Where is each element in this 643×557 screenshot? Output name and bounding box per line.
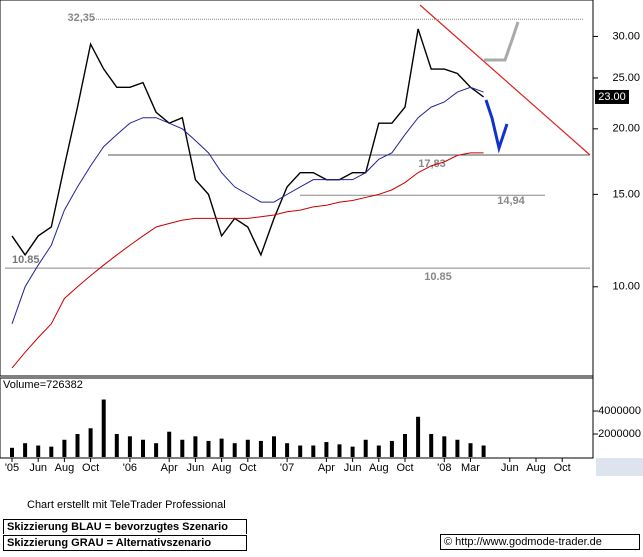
- volume-bar: [350, 446, 355, 457]
- volume-bar: [180, 439, 185, 457]
- x-tick-label: Mar: [461, 462, 480, 474]
- x-tick-label: Oct: [239, 462, 256, 474]
- volume-bar: [468, 443, 473, 457]
- x-tick-label: Oct: [82, 462, 99, 474]
- volume-bar: [49, 446, 54, 457]
- volume-bar: [193, 436, 198, 457]
- blue-scenario-arrow: [484, 99, 509, 154]
- price-frame: [0, 0, 594, 377]
- volume-bar: [62, 439, 67, 457]
- credit: Chart erstellt mit TeleTrader Profession…: [27, 499, 226, 511]
- volume-bar: [337, 444, 342, 457]
- x-tick-label: '06: [123, 462, 137, 474]
- x-tick-label: '08: [437, 462, 451, 474]
- x-tick-label: Jun: [501, 462, 519, 474]
- copyright[interactable]: © http://www.godmode-trader.de: [440, 534, 640, 550]
- volume-bar: [10, 447, 14, 457]
- volume-bar: [376, 445, 381, 457]
- corner-button[interactable]: [596, 458, 643, 476]
- x-tick-label: Jun: [29, 462, 47, 474]
- level-label: 32,35: [67, 12, 95, 24]
- x-tick-label: '05: [5, 462, 19, 474]
- grey-scenario-arrow: [484, 21, 520, 62]
- y-tick-label: 20.00: [612, 123, 640, 135]
- x-tick-label: Oct: [554, 462, 571, 474]
- level-label: 17,83: [418, 158, 446, 170]
- volume-bar: [75, 434, 80, 457]
- volume-bar: [141, 439, 145, 457]
- volume-title: Volume=726382: [3, 379, 83, 391]
- volume-bar: [455, 439, 460, 457]
- volume-bar: [389, 440, 394, 457]
- x-tick-label: Aug: [369, 462, 389, 474]
- volume-bar: [114, 434, 119, 457]
- volume-bar: [101, 399, 106, 457]
- level-label: 14,94: [497, 195, 525, 207]
- volume-bar: [206, 440, 211, 457]
- volume-frame: [0, 377, 594, 459]
- volume-bar: [258, 440, 263, 457]
- volume-bar: [416, 416, 421, 457]
- price-tag: [595, 89, 629, 104]
- legend-grey: Skizzierung GRAU = Alternativszenario: [3, 535, 247, 551]
- trend-line: [419, 4, 591, 156]
- volume-bar: [363, 439, 368, 457]
- volume-bar: [127, 436, 132, 457]
- volume-bar: [88, 428, 93, 457]
- volume-bar: [324, 442, 329, 457]
- volume-bar: [23, 443, 28, 457]
- y-tick-label: 15.00: [612, 188, 640, 200]
- price-tag-label: 23.00: [598, 91, 626, 103]
- y-tick-label: 25.00: [612, 72, 640, 84]
- volume-bar: [298, 445, 303, 457]
- chart: 10.85 Volume=726382 10.00 15.00 20.00 25.00…: [0, 0, 643, 476]
- volume-bar: [442, 436, 447, 457]
- volume-bar: [272, 436, 276, 457]
- volume-bar: [311, 445, 316, 457]
- series-line: [11, 152, 484, 369]
- x-tick-label: Aug: [212, 462, 232, 474]
- x-tick-label: Jun: [187, 462, 205, 474]
- level-label: 10.85: [12, 254, 40, 266]
- volume-bar: [232, 443, 237, 457]
- x-tick-label: Apr: [318, 462, 335, 474]
- x-tick-label: Apr: [161, 462, 178, 474]
- volume-bar: [285, 443, 290, 457]
- x-tick-label: '07: [280, 462, 294, 474]
- y-tick-label: 10.00: [612, 281, 640, 293]
- volume-bar: [481, 445, 486, 457]
- volume-bar: [36, 445, 41, 457]
- level-label: 10.85: [424, 271, 452, 283]
- series-line: [11, 86, 484, 324]
- volume-bar: [154, 443, 159, 457]
- x-tick-label: Jun: [344, 462, 362, 474]
- volume-bar: [167, 431, 172, 457]
- y-tick-label: 4000000: [598, 405, 641, 417]
- volume-bar: [219, 438, 224, 457]
- x-tick-label: Aug: [526, 462, 546, 474]
- volume-bar: [403, 434, 407, 457]
- volume-bar: [429, 434, 434, 457]
- series-line: [11, 28, 485, 257]
- volume-bar: [245, 439, 250, 457]
- legend-blue: Skizzierung BLAU = bevorzugtes Szenario: [3, 519, 247, 534]
- y-tick-label: 30.00: [612, 30, 640, 42]
- x-tick-label: Oct: [396, 462, 413, 474]
- y-tick-label: 2000000: [598, 428, 641, 440]
- x-tick-label: Aug: [55, 462, 75, 474]
